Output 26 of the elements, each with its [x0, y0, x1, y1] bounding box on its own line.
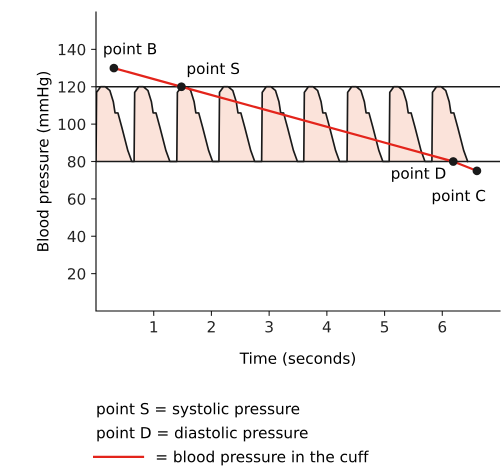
y-tick-label: 100	[58, 118, 86, 130]
y-tick-label: 140	[58, 44, 86, 56]
y-tick-label: 80	[68, 156, 86, 168]
text: point S = systolic pressure	[97, 402, 300, 418]
x-tick-label: 6	[438, 320, 446, 333]
x-tick-label: 3	[265, 320, 273, 333]
text: point D = diastolic pressure	[97, 426, 308, 442]
x-tick-label: 2	[208, 320, 215, 332]
annotation: point S	[188, 62, 240, 78]
annotation: point B	[104, 42, 156, 58]
y-tick-label: 40	[68, 230, 86, 242]
point	[177, 82, 186, 92]
x-tick-label: 1	[150, 321, 158, 332]
y-tick-label: 60	[68, 193, 86, 205]
annotation: point C	[432, 189, 486, 204]
x-tick-label: 5	[380, 321, 388, 333]
point	[472, 166, 482, 176]
y-tick-label: 120	[58, 81, 86, 93]
y-tick-label: 20	[68, 268, 86, 280]
point	[448, 157, 458, 166]
x-tick-label: 4	[322, 321, 331, 332]
legend-label: = blood pressure in the cuff	[156, 450, 369, 466]
annotation: point D	[392, 167, 446, 182]
y-axis-title: Blood pressure (mmHg)	[36, 72, 52, 251]
point	[110, 64, 118, 72]
x-axis-title: Time (seconds)	[240, 352, 355, 366]
